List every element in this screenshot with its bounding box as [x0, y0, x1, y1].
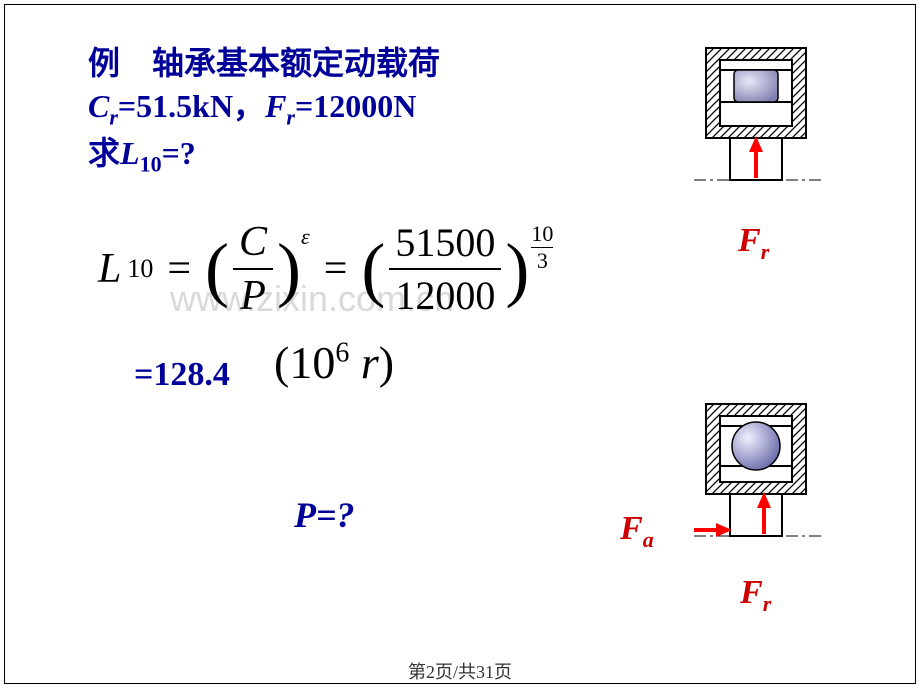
eq-lparen1: (	[205, 228, 229, 311]
p-question: P=?	[294, 494, 355, 536]
l-symbol: L	[120, 135, 140, 171]
line1-text: 例 轴承基本额定动载荷	[88, 45, 440, 81]
line3-prefix: 求	[88, 135, 120, 171]
eq-exp-frac: 10 3	[531, 221, 553, 274]
fr-top-sym: F	[738, 222, 761, 259]
eq-rparen2: )	[505, 228, 529, 311]
eq-equals2: =	[324, 245, 348, 293]
unit-lp: (	[274, 337, 289, 388]
main-equation: L10 = ( C P ) ε = ( 51500 12000 ) 10 3	[92, 218, 553, 320]
exp-num: 10	[531, 221, 553, 247]
roller-bearing-diagram	[694, 44, 824, 214]
cr-sub: r	[109, 105, 118, 130]
page-footer: 第2页/共31页	[0, 658, 920, 684]
unit-r: r	[349, 337, 378, 388]
problem-line3: 求L10=?	[88, 132, 440, 179]
fa-label: Fa	[620, 510, 654, 553]
result-unit: (106 r)	[274, 336, 394, 389]
fa-sub: a	[643, 527, 654, 552]
eq-eps: ε	[301, 224, 310, 250]
fr-top-sub: r	[761, 239, 770, 264]
fr-val: =12000N	[295, 88, 416, 124]
unit-exp: 6	[335, 338, 349, 369]
l-sub: 10	[140, 152, 162, 177]
cr-symbol: C	[88, 88, 109, 124]
frac1-bar	[233, 268, 273, 270]
fr-bot-sub: r	[763, 591, 772, 616]
eq-L-sub: 10	[127, 254, 153, 284]
fr-label-bottom: Fr	[740, 574, 771, 617]
eq-equals1: =	[167, 245, 191, 293]
cr-val: =51.5kN，	[118, 88, 265, 124]
frac1-den: P	[234, 272, 272, 320]
exp-den: 3	[537, 248, 548, 274]
frac2-den: 12000	[389, 272, 501, 319]
eq-frac2: 51500 12000	[389, 219, 501, 319]
fr-bot-sym: F	[740, 574, 763, 611]
fr-sub: r	[286, 105, 295, 130]
frac2-num: 51500	[389, 219, 501, 266]
eq-L: L	[98, 245, 121, 293]
problem-statement: 例 轴承基本额定动载荷 Cr=51.5kN，Fr=12000N 求L10=?	[88, 42, 440, 179]
eq-rparen1: )	[277, 228, 301, 311]
frac1-num: C	[233, 218, 273, 266]
fr-symbol: F	[265, 88, 286, 124]
problem-line2: Cr=51.5kN，Fr=12000N	[88, 85, 440, 132]
eq-frac1: C P	[233, 218, 273, 320]
line3-suffix: =?	[162, 135, 196, 171]
unit-base: 10	[289, 337, 335, 388]
problem-line1: 例 轴承基本额定动载荷	[88, 42, 440, 85]
result-value: =128.4	[134, 356, 230, 394]
fa-sym: F	[620, 510, 643, 547]
unit-rp: )	[379, 337, 394, 388]
frac2-bar	[389, 268, 501, 270]
ball-bearing-diagram	[694, 400, 824, 570]
eq-lparen2: (	[361, 228, 385, 311]
fr-label-top: Fr	[738, 222, 769, 265]
